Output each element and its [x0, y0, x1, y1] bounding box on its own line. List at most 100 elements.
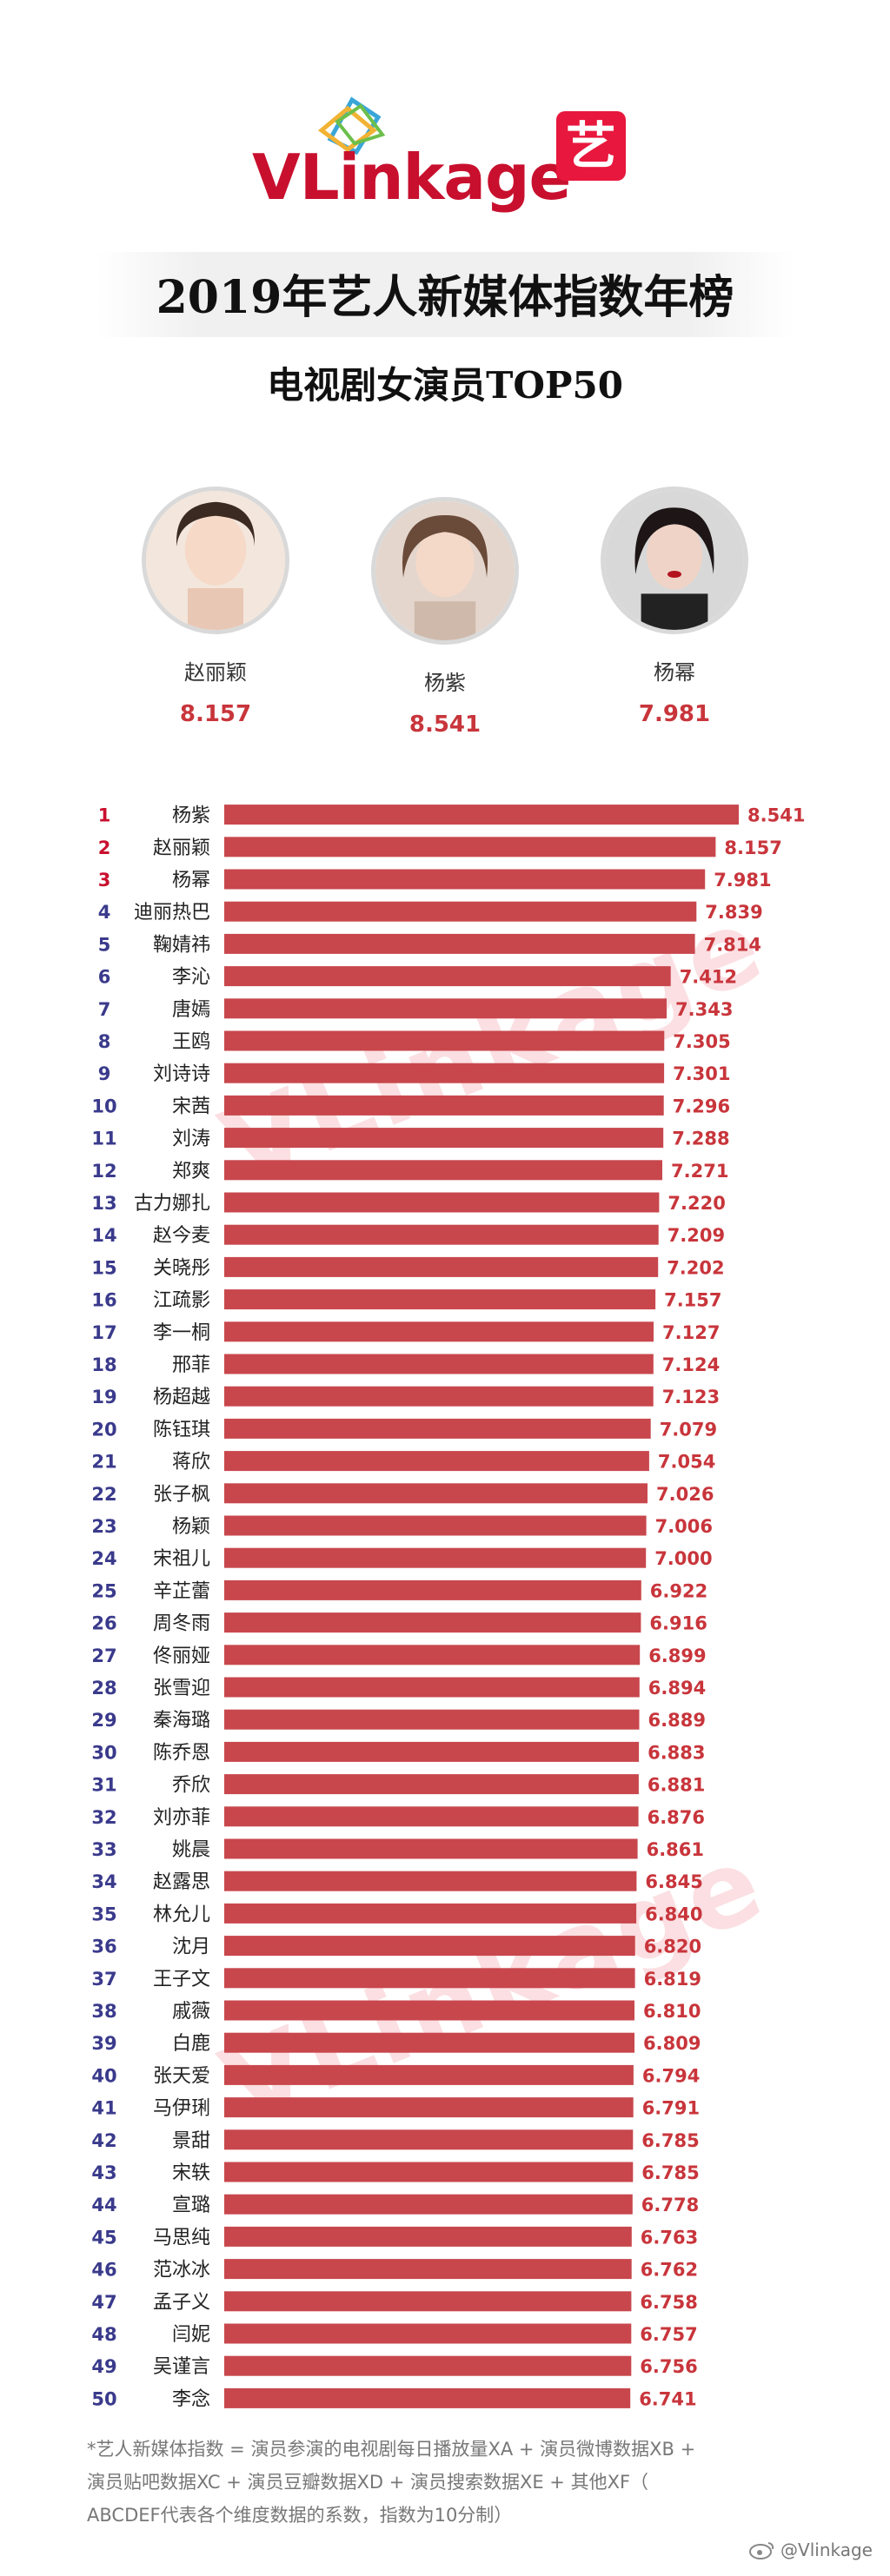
value-label: 7.412 — [680, 967, 737, 988]
rank-label: 1 — [98, 805, 111, 826]
rank-label: 20 — [91, 1419, 116, 1440]
bar — [224, 2259, 632, 2280]
category-label: 江疏影 — [153, 1290, 210, 1312]
value-label: 7.000 — [654, 1548, 712, 1569]
bar — [224, 2194, 633, 2215]
value-label: 7.220 — [668, 1193, 725, 1214]
category-label: 杨超越 — [153, 1387, 210, 1408]
logo-text-b: inkage — [338, 141, 572, 214]
category-label: 李念 — [172, 2388, 210, 2410]
rank-label: 15 — [91, 1257, 116, 1278]
value-label: 6.876 — [648, 1807, 705, 1828]
bar — [224, 2064, 634, 2085]
value-label: 6.881 — [648, 1775, 705, 1796]
bar — [224, 933, 695, 954]
bar — [224, 1903, 637, 1924]
category-label: 杨幂 — [172, 870, 210, 891]
ranking-bar-chart: VLinkage VLinkage 1杨紫8.5412赵丽颖8.1573杨幂7.… — [0, 786, 890, 2411]
rank-label: 48 — [91, 2324, 116, 2345]
value-label: 6.757 — [640, 2324, 697, 2345]
value-label: 7.124 — [662, 1354, 720, 1375]
category-label: 李一桐 — [153, 1322, 210, 1344]
bar — [224, 1224, 659, 1245]
footnote-line: *艺人新媒体指数 = 演员参演的电视剧每日播放量XA + 演员微博数据XB + — [87, 2439, 696, 2460]
bar — [224, 1418, 651, 1439]
bar — [224, 1838, 638, 1859]
value-label: 6.899 — [648, 1646, 706, 1666]
bar — [224, 1515, 647, 1536]
value-label: 6.794 — [642, 2065, 700, 2086]
rank-label: 14 — [91, 1225, 116, 1246]
value-label: 6.894 — [648, 1678, 706, 1699]
value-label: 7.006 — [655, 1516, 713, 1537]
bar — [224, 1128, 664, 1149]
credit: @Vlinkage — [749, 2540, 873, 2560]
category-label: 秦海璐 — [153, 1710, 210, 1732]
bar — [224, 1289, 656, 1310]
category-label: 宋轶 — [172, 2162, 210, 2184]
footnote-line: 演员贴吧数据XC + 演员豆瓣数据XD + 演员搜索数据XE + 其他XF（ — [87, 2472, 649, 2493]
rank-label: 27 — [91, 1646, 116, 1666]
bar — [224, 1354, 654, 1374]
category-label: 迪丽热巴 — [134, 902, 210, 924]
value-label: 7.123 — [662, 1387, 720, 1407]
bar — [224, 1774, 639, 1795]
rank-label: 29 — [91, 1710, 116, 1731]
bar — [224, 2097, 634, 2118]
category-label: 马伊琍 — [153, 2098, 210, 2120]
category-label: 辛芷蕾 — [153, 1580, 210, 1602]
category-label: 刘诗诗 — [153, 1063, 210, 1085]
value-label: 6.756 — [640, 2356, 697, 2377]
value-label: 6.916 — [649, 1613, 707, 1634]
value-label: 6.763 — [641, 2227, 698, 2248]
rank-label: 46 — [91, 2260, 116, 2281]
value-label: 6.785 — [641, 2130, 699, 2151]
bar — [224, 2032, 634, 2053]
category-label: 郑爽 — [172, 1161, 210, 1182]
bar — [224, 1709, 640, 1730]
bar — [224, 1871, 637, 1891]
category-label: 鞠婧祎 — [153, 934, 210, 956]
category-label: 杨颖 — [172, 1516, 210, 1538]
rank-label: 28 — [91, 1678, 116, 1699]
yi-logo: 艺 — [556, 111, 626, 181]
category-label: 赵露思 — [153, 1871, 210, 1893]
category-label: 杨紫 — [172, 805, 210, 827]
rank-label: 12 — [91, 1161, 116, 1182]
category-label: 马思纯 — [153, 2227, 210, 2248]
bar — [224, 1741, 640, 1762]
value-label: 6.785 — [641, 2162, 699, 2183]
rank-label: 3 — [98, 870, 111, 891]
value-label: 6.791 — [642, 2098, 700, 2119]
bar — [224, 805, 739, 825]
podium-score: 8.541 — [408, 712, 482, 738]
bar — [224, 1095, 664, 1116]
category-label: 景甜 — [172, 2130, 210, 2152]
rank-label: 2 — [98, 838, 111, 858]
bar — [224, 2226, 632, 2247]
rank-label: 47 — [91, 2292, 116, 2313]
category-label: 宋茜 — [172, 1096, 210, 1117]
category-label: 李沁 — [172, 967, 210, 989]
bar — [224, 1936, 635, 1957]
bar — [224, 1160, 662, 1181]
category-label: 佟丽娅 — [153, 1646, 210, 1667]
bar — [224, 1483, 648, 1504]
bar — [224, 966, 671, 987]
page-subtitle: 电视剧女演员TOP50 — [267, 364, 623, 407]
value-label: 6.840 — [645, 1904, 702, 1924]
bar — [224, 2355, 632, 2376]
footnote-line: ABCDEF代表各个维度数据的系数，指数为10分制） — [87, 2505, 513, 2526]
bar — [224, 1321, 654, 1342]
rank-label: 7 — [98, 999, 111, 1020]
bar — [224, 1806, 639, 1827]
category-label: 刘亦菲 — [153, 1807, 210, 1829]
category-label: 宋祖儿 — [153, 1548, 210, 1570]
avatar-icon — [371, 497, 519, 645]
footnote: *艺人新媒体指数 = 演员参演的电视剧每日播放量XA + 演员微博数据XB + … — [87, 2433, 834, 2532]
rank-label: 11 — [91, 1129, 116, 1149]
rank-label: 6 — [98, 967, 111, 988]
value-label: 7.305 — [673, 1031, 730, 1052]
value-label: 6.922 — [650, 1580, 707, 1601]
chart-canvas: 1 杨紫 8.541 2 赵丽颖 8.157 3 杨幂 7.981 4 迪丽热巴 7.839 5 鞠婧祎 7… — [91, 805, 805, 2410]
